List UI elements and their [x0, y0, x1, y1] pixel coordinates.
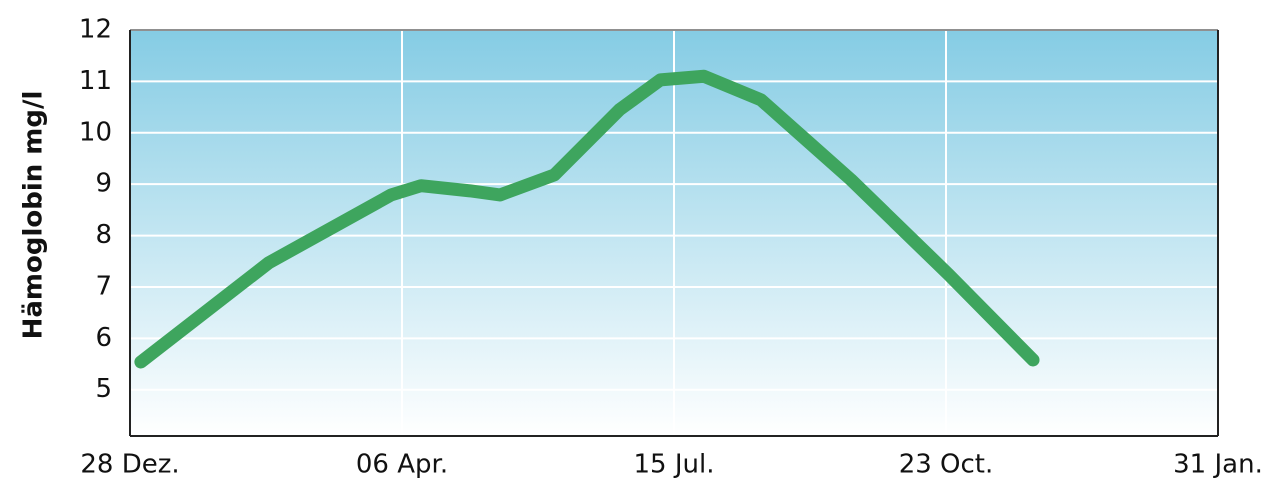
y-tick-label: 10 — [79, 117, 112, 147]
y-tick-label: 5 — [95, 374, 112, 404]
y-tick-label: 7 — [95, 271, 112, 301]
y-tick-label: 11 — [79, 66, 112, 96]
y-axis-label: Hämoglobin mg/l — [19, 91, 49, 340]
x-tick-label: 28 Dez. — [80, 450, 179, 480]
x-tick-label: 15 Jul. — [634, 450, 715, 480]
y-tick-label: 8 — [95, 220, 112, 250]
x-tick-label: 06 Apr. — [356, 450, 448, 480]
y-tick-label: 12 — [79, 15, 112, 45]
x-tick-label: 23 Oct. — [899, 450, 994, 480]
y-tick-label: 9 — [95, 169, 112, 199]
data-line — [134, 69, 1040, 369]
x-tick-label: 31 Jan. — [1173, 450, 1263, 480]
y-tick-label: 6 — [95, 323, 112, 353]
